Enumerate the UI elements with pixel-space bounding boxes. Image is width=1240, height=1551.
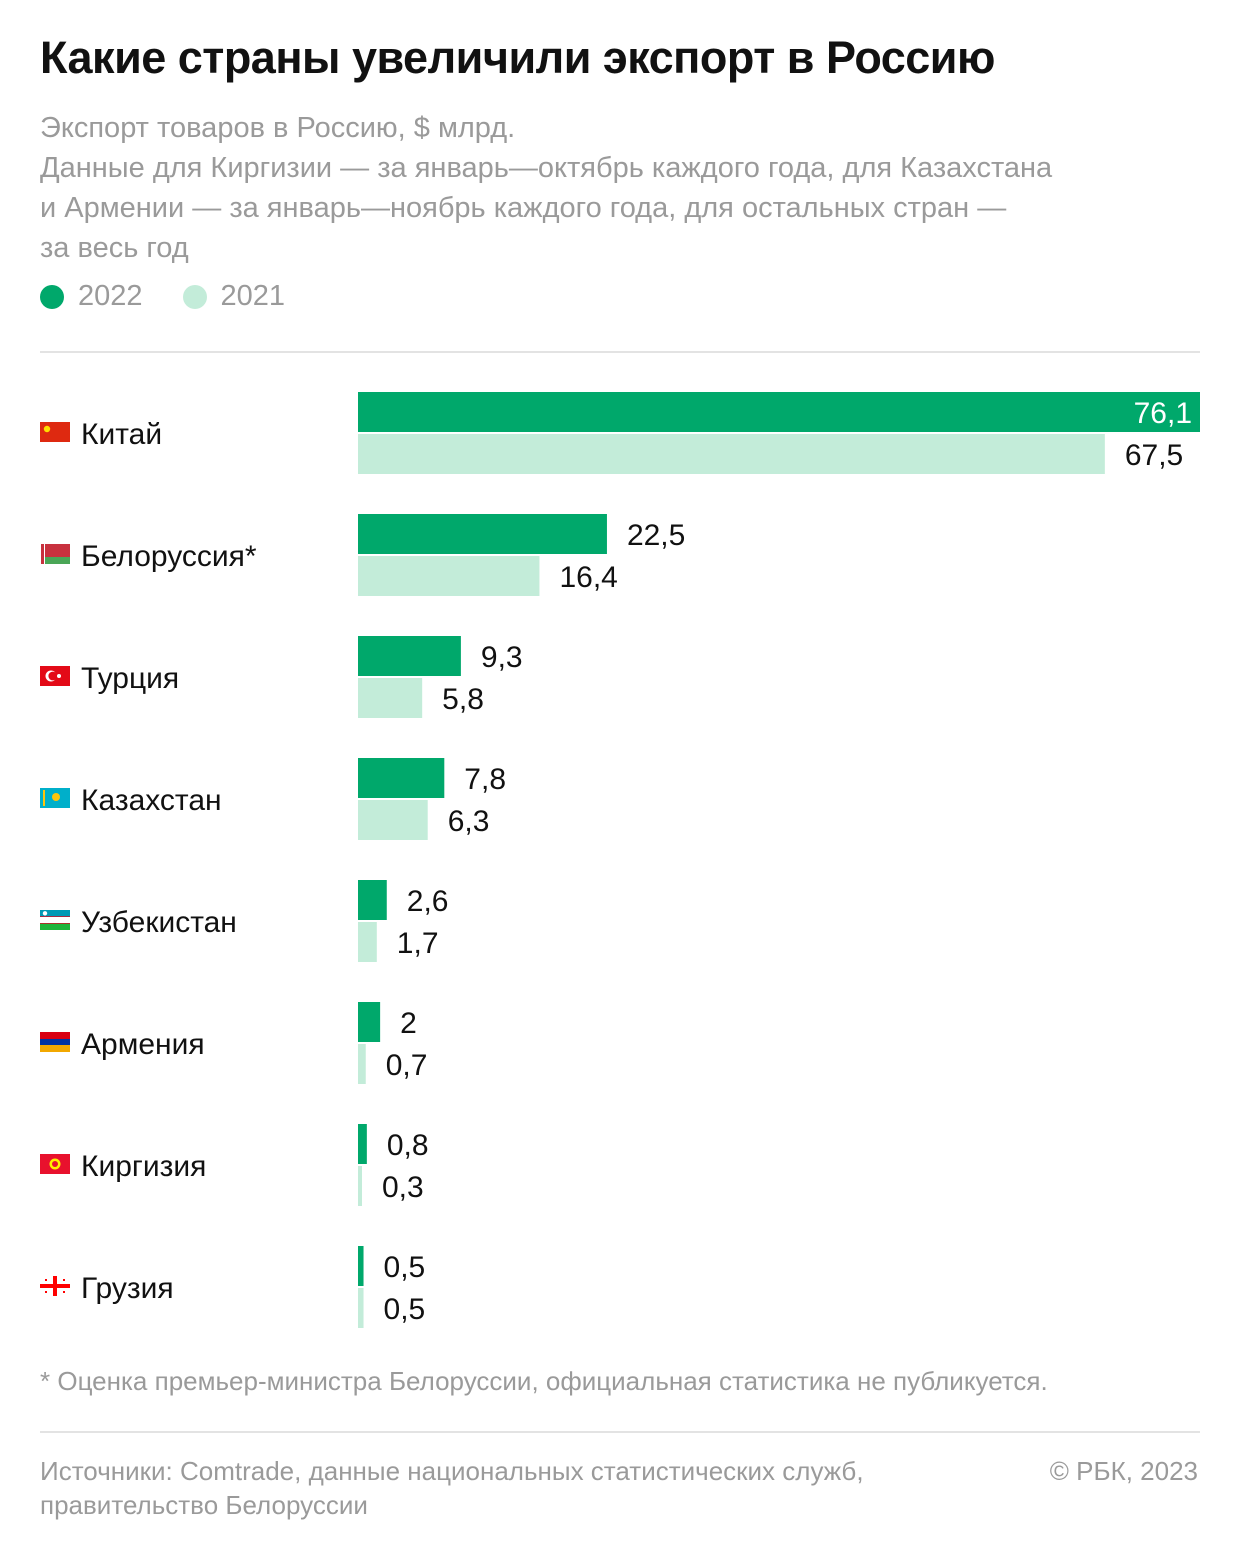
data-label: 9,3 [481,641,523,674]
bar-2021 [358,922,377,962]
data-label: 0,5 [384,1293,426,1326]
bar-2021 [358,800,428,840]
subtitle-line: Экспорт товаров в Россию, $ млрд. [40,112,516,144]
data-label: 6,3 [448,805,490,838]
subtitle-line: за весь год [40,232,189,264]
georgia-flag-icon [63,1279,65,1281]
category-label: Узбекистан [81,906,237,939]
data-label: 0,7 [386,1049,428,1082]
subtitle-line: и Армении — за январь—ноябрь каждого год… [40,192,1007,224]
kazakhstan-flag-icon [43,790,45,806]
legend-label-2022: 2022 [78,280,143,312]
kyrgyzstan-flag-icon [52,1161,58,1167]
sources: Источники: Comtrade, данные национальных… [40,1454,864,1522]
bar-2022 [358,392,1200,432]
bar-2021 [358,1044,366,1084]
turkey-flag-icon [57,674,61,678]
georgia-flag-icon [45,1279,47,1281]
bar-2022 [358,636,461,676]
bar-2021 [358,678,423,718]
bar-2021 [358,1166,362,1206]
chart-subtitle: Экспорт товаров в Россию, $ млрд. Данные… [40,108,1210,268]
bar-chart: Китай 76,1 67,5 Белоруссия* 22,5 16,4 Турция 9,… [40,392,1200,1328]
uzbekistan-flag-icon [42,911,48,916]
armenia-flag-icon [40,1039,70,1045]
data-label: 22,5 [627,519,685,552]
uzbekistan-flag-icon [40,923,70,924]
category-label: Армения [81,1028,205,1061]
category-label: Турция [81,662,179,695]
legend-dot-2022 [40,284,64,309]
bar-2022 [358,880,387,920]
georgia-flag-icon [40,1284,70,1288]
bar-2021 [358,556,540,596]
belarus-flag-icon [40,544,70,557]
data-label: 2,6 [407,885,449,918]
bar-2022 [358,1246,364,1286]
kazakhstan-flag-icon [52,793,60,801]
data-label: 0,3 [382,1171,424,1204]
uzbekistan-flag-icon [40,916,70,917]
data-label: 0,8 [387,1129,429,1162]
top-divider [40,351,1200,353]
legend-item-2021: 2021 [182,280,286,313]
legend-label-2021: 2021 [220,280,286,312]
category-label: Грузия [81,1272,174,1305]
subtitle-line: Данные для Киргизии — за январь—октябрь … [40,152,1053,184]
legend-dot-2021 [182,284,207,309]
footnote: * Оценка премьер-министра Белоруссии, оф… [40,1366,1048,1396]
bar-2022 [358,1002,381,1042]
belarus-flag-icon [40,557,70,564]
bar-2022 [358,758,445,798]
armenia-flag-icon [40,1045,70,1052]
category-label: Казахстан [81,784,222,817]
bar-2021 [358,434,1105,474]
category-label: Китай [81,418,162,451]
bar-2022 [358,514,607,554]
legend-item-2022: 2022 [40,280,143,313]
data-label: 1,7 [397,927,439,960]
china-flag-icon [40,422,70,442]
bar-2022 [358,1124,367,1164]
china-flag-icon [43,425,51,433]
copyright: © РБК, 2023 [1049,1456,1198,1486]
bar-2021 [358,1288,364,1328]
data-label: 2 [400,1007,417,1040]
georgia-flag-icon [45,1291,47,1293]
sources-line: Источники: Comtrade, данные национальных… [40,1456,864,1486]
data-label: 67,5 [1125,439,1183,472]
georgia-flag-icon [63,1291,65,1293]
uzbekistan-flag-icon [40,923,70,930]
turkey-flag-icon [48,671,58,681]
data-label: 0,5 [384,1251,426,1284]
data-label: 7,8 [464,763,506,796]
armenia-flag-icon [40,1032,70,1039]
chart-title: Какие страны увеличили экспорт в Россию [40,32,995,83]
uzbekistan-flag-icon [40,916,70,924]
sources-line: правительство Белоруссии [40,1490,368,1520]
belarus-flag-icon [41,544,44,564]
bottom-divider [40,1431,1200,1433]
category-label: Киргизия [81,1150,206,1183]
category-label: Белоруссия* [81,540,257,573]
legend: 2022 2021 [40,280,325,313]
uzbekistan-flag-icon [40,910,70,917]
data-label: 5,8 [442,683,484,716]
data-label: 16,4 [559,561,617,594]
data-label: 76,1 [1134,397,1192,430]
